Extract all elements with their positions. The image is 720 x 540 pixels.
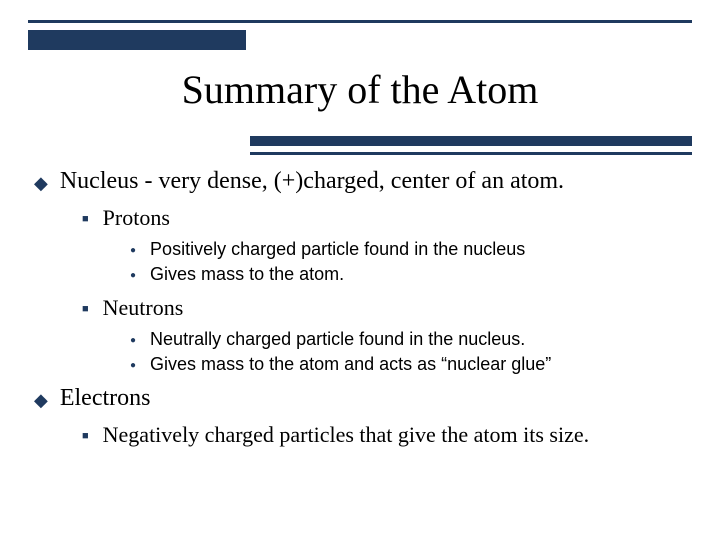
bullet-level1: ◆ Nucleus - very dense, (+)charged, cent… — [34, 168, 694, 195]
bullet-level3: ● Gives mass to the atom. — [130, 264, 694, 285]
decor-line-thin-mid — [250, 152, 692, 155]
bullet-text: Neutrons — [103, 295, 184, 321]
dot-bullet-icon: ● — [130, 335, 136, 346]
bullet-text: Neutrally charged particle found in the … — [150, 329, 525, 350]
dot-bullet-icon: ● — [130, 245, 136, 256]
bullet-text: Electrons — [60, 385, 151, 412]
bullet-level3: ● Gives mass to the atom and acts as “nu… — [130, 354, 694, 375]
bullet-text: Gives mass to the atom. — [150, 264, 344, 285]
square-bullet-icon: ■ — [82, 430, 89, 442]
decor-line-thick-mid — [250, 136, 692, 146]
bullet-level1: ◆ Electrons — [34, 385, 694, 412]
bullet-level3: ● Neutrally charged particle found in th… — [130, 329, 694, 350]
bullet-text: Protons — [103, 205, 170, 231]
dot-bullet-icon: ● — [130, 360, 136, 371]
bullet-text: Negatively charged particles that give t… — [103, 422, 589, 448]
bullet-level2: ■ Neutrons — [82, 295, 694, 321]
bullet-text: Gives mass to the atom and acts as “nucl… — [150, 354, 551, 375]
bullet-level2: ■ Protons — [82, 205, 694, 231]
bullet-text: Positively charged particle found in the… — [150, 239, 525, 260]
decor-line-thick-top — [28, 30, 246, 50]
diamond-bullet-icon: ◆ — [34, 173, 48, 194]
bullet-text: Nucleus - very dense, (+)charged, center… — [60, 168, 564, 195]
slide-body: ◆ Nucleus - very dense, (+)charged, cent… — [34, 168, 694, 456]
bullet-level2: ■ Negatively charged particles that give… — [82, 422, 694, 448]
bullet-level3: ● Positively charged particle found in t… — [130, 239, 694, 260]
dot-bullet-icon: ● — [130, 270, 136, 281]
square-bullet-icon: ■ — [82, 213, 89, 225]
square-bullet-icon: ■ — [82, 303, 89, 315]
diamond-bullet-icon: ◆ — [34, 390, 48, 411]
decor-line-thin-top — [28, 20, 692, 23]
slide-title: Summary of the Atom — [0, 66, 720, 113]
